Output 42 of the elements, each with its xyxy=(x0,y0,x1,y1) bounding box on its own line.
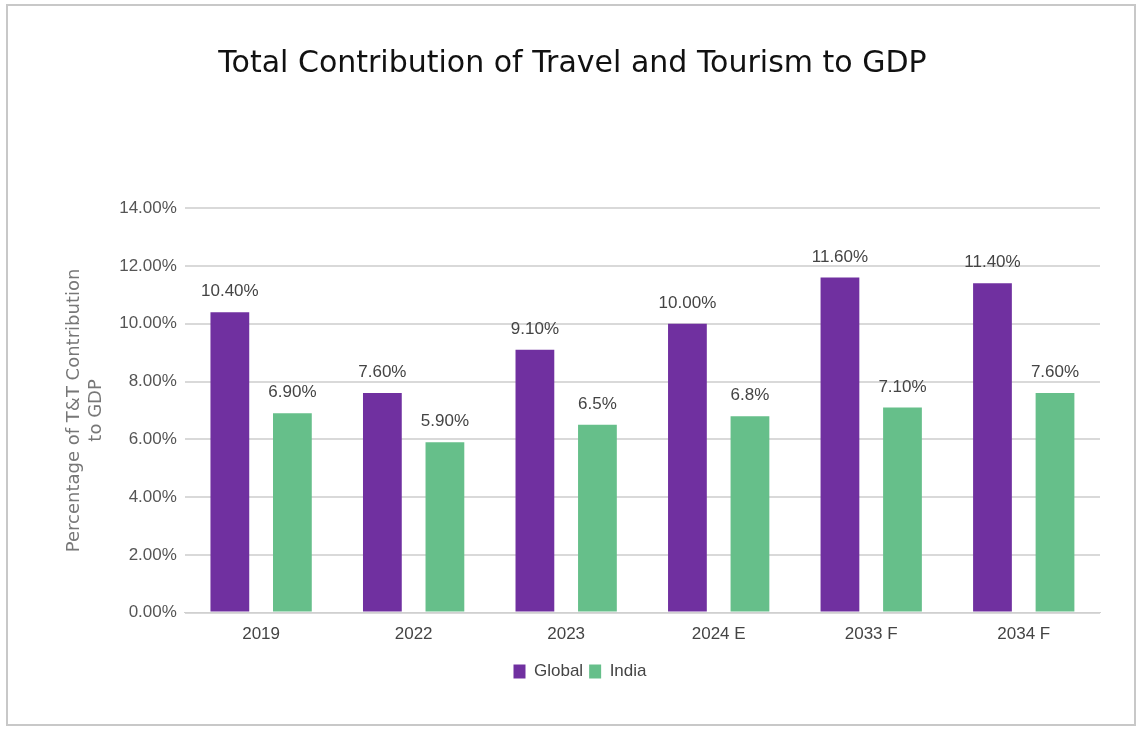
y-tick-label: 4.00% xyxy=(128,486,177,506)
data-label: 6.8% xyxy=(730,385,770,405)
data-label: 7.60% xyxy=(358,362,407,382)
bar xyxy=(820,277,860,612)
data-label: 10.00% xyxy=(658,292,717,312)
data-label: 6.5% xyxy=(578,394,617,414)
y-tick-label: 2.00% xyxy=(128,544,177,564)
bar xyxy=(210,312,250,612)
data-label: 7.60% xyxy=(1030,362,1080,382)
y-tick-label: 6.00% xyxy=(128,428,177,448)
y-tick-label: 8.00% xyxy=(128,371,177,391)
data-label: 10.40% xyxy=(201,281,259,301)
legend-label: India xyxy=(609,661,648,681)
data-label: 11.60% xyxy=(811,246,869,266)
bar xyxy=(578,424,617,612)
x-tick-label: 2034 F xyxy=(997,624,1051,644)
bar xyxy=(1035,393,1075,612)
x-tick-label: 2022 xyxy=(394,624,433,644)
bar xyxy=(273,413,312,612)
y-axis-title: Percentage of T&T Contribution to GDP xyxy=(62,268,106,553)
data-label: 9.10% xyxy=(510,318,559,338)
bar xyxy=(883,407,922,612)
bar xyxy=(515,349,555,612)
x-tick-label: 2023 xyxy=(547,624,586,644)
data-label: 11.40% xyxy=(964,252,1021,272)
data-label: 6.90% xyxy=(268,382,317,402)
y-tick-label: 12.00% xyxy=(119,255,177,275)
y-tick-label: 0.00% xyxy=(128,602,177,622)
y-tick-label: 10.00% xyxy=(119,313,177,333)
chart-title: Total Contribution of Travel and Tourism to GDP xyxy=(217,44,928,79)
x-tick-label: 2019 xyxy=(242,624,281,644)
x-tick-label: 2033 F xyxy=(844,624,898,644)
bar xyxy=(973,283,1012,612)
bar xyxy=(425,442,465,612)
legend-label: Global xyxy=(534,661,584,681)
x-tick-label: 2024 E xyxy=(691,624,746,644)
bar xyxy=(668,323,707,612)
data-label: 7.10% xyxy=(878,376,927,396)
bar xyxy=(362,393,402,612)
y-tick-label: 14.00% xyxy=(119,197,177,217)
bar xyxy=(730,416,770,612)
data-label: 5.90% xyxy=(420,411,470,431)
